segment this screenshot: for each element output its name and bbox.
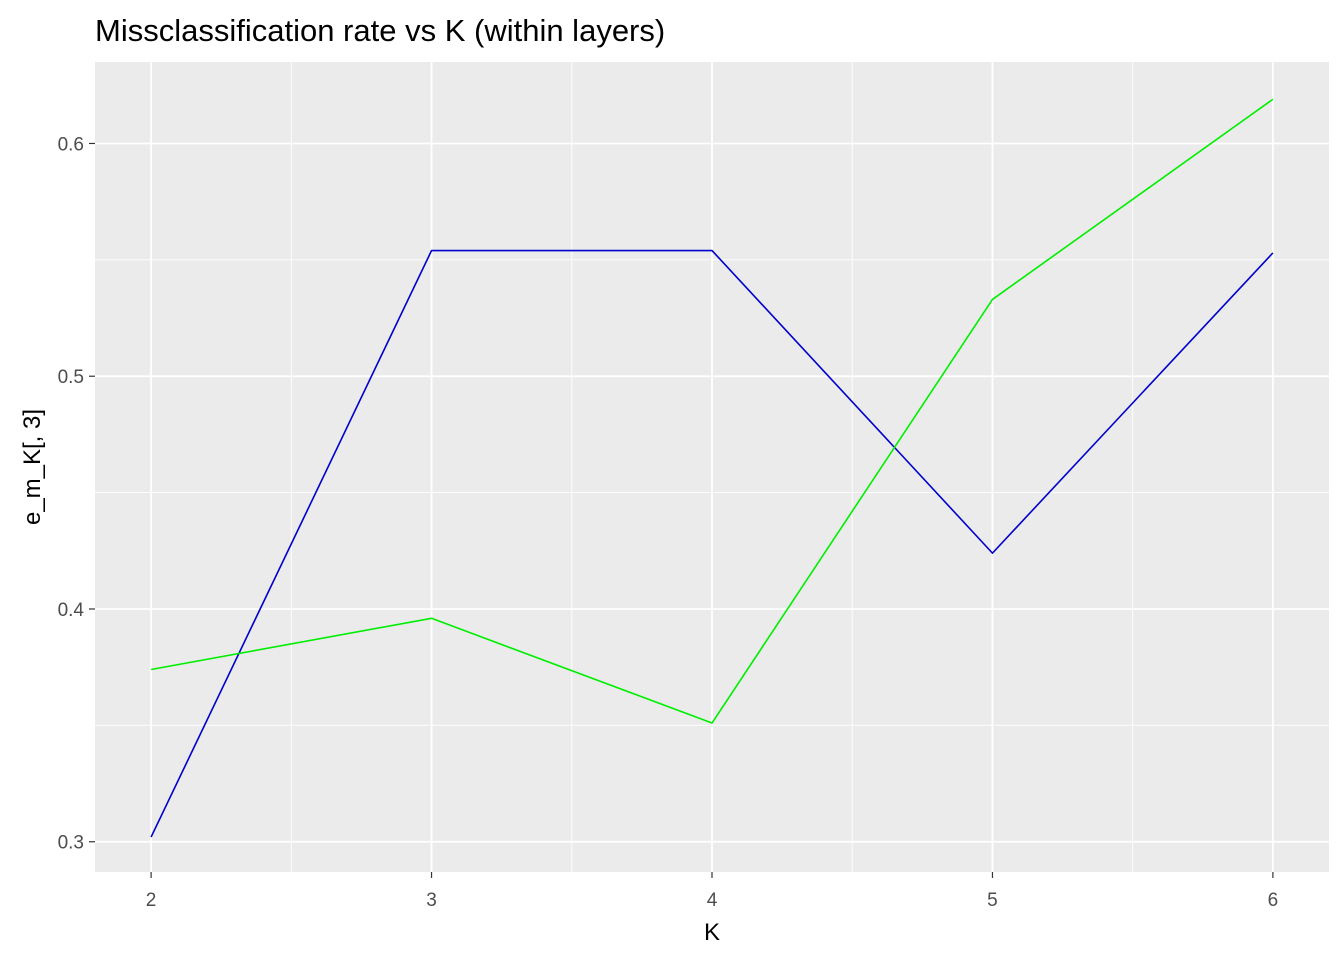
x-axis: 2 3 4 5 6: [146, 872, 1278, 911]
y-axis: 0.3 0.4 0.5 0.6: [58, 134, 95, 854]
x-axis-title: K: [704, 919, 720, 946]
y-tick-label: 0.6: [58, 134, 84, 155]
series-line-2: [150, 98, 1274, 724]
y-axis-title: e_m_K[, 3]: [19, 409, 46, 525]
chart-title: Missclassification rate vs K (within lay…: [95, 13, 665, 48]
y-tick-label: 0.4: [58, 600, 85, 621]
x-tick-label: 6: [1268, 890, 1279, 911]
x-tick-label: 4: [707, 890, 718, 911]
x-tick-label: 5: [987, 890, 998, 911]
series-lines: [150, 98, 1274, 838]
y-tick-label: 0.5: [58, 367, 84, 388]
x-tick-label: 3: [426, 890, 437, 911]
grid-lines: [95, 62, 1329, 872]
series-line-1: [150, 249, 1274, 838]
y-tick-label: 0.3: [58, 833, 84, 854]
x-tick-label: 2: [146, 890, 157, 911]
